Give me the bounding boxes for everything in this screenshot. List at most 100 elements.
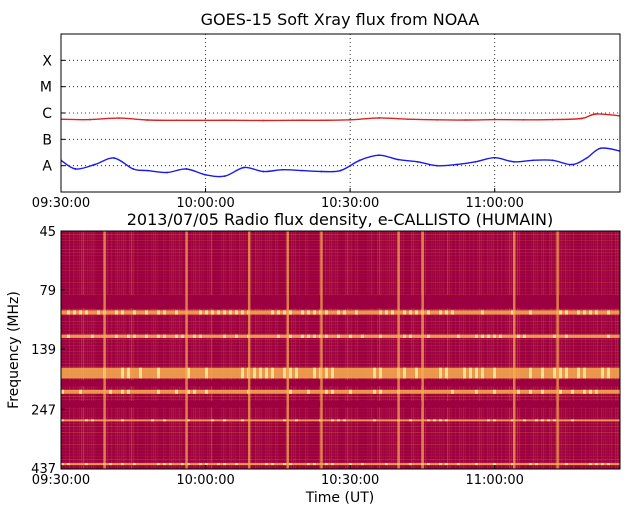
heatmap-band-highlight	[475, 463, 478, 466]
heatmap-band-highlight	[475, 389, 478, 394]
heatmap-texture-column	[535, 231, 537, 469]
heatmap-band-highlight	[583, 310, 586, 315]
heatmap-texture-row	[61, 438, 620, 439]
heatmap-band-highlight	[283, 463, 286, 466]
heatmap-texture-column	[511, 231, 513, 469]
xray-x-tick-label: 09:30:00	[32, 196, 90, 211]
heatmap-band-highlight	[169, 463, 172, 466]
heatmap-texture-row	[61, 450, 620, 451]
heatmap-band-highlight	[349, 334, 352, 338]
xray-data-point	[474, 160, 477, 163]
heatmap-band-highlight	[163, 419, 166, 422]
heatmap-band-highlight	[325, 310, 328, 315]
heatmap-band-highlight	[361, 463, 364, 466]
heatmap-texture-column	[389, 231, 391, 469]
heatmap-band-highlight	[175, 334, 178, 338]
heatmap-time-streak	[286, 231, 289, 469]
heatmap-texture-column	[449, 231, 451, 469]
heatmap-texture-column	[171, 231, 173, 469]
heatmap-texture-column	[611, 231, 613, 469]
heatmap-texture-column	[519, 231, 521, 469]
heatmap-dark-band	[61, 380, 620, 387]
heatmap-band-highlight	[289, 334, 292, 338]
heatmap-texture-row	[61, 258, 620, 259]
heatmap-texture-column	[169, 231, 171, 469]
heatmap-texture-column	[543, 231, 545, 469]
xray-data-point	[522, 118, 525, 121]
heatmap-band-highlight	[307, 334, 310, 338]
heatmap-texture-column	[433, 231, 435, 469]
heatmap-band-highlight	[157, 389, 160, 394]
xray-data-point	[74, 168, 77, 170]
heatmap-texture-row	[61, 309, 620, 310]
heatmap-texture-row	[61, 237, 620, 238]
heatmap-texture-column	[455, 231, 457, 469]
heatmap-texture-row	[61, 387, 620, 388]
heatmap-time-streak	[247, 231, 251, 469]
heatmap-band-highlight	[301, 334, 304, 338]
heatmap-band-highlight	[451, 389, 454, 394]
heatmap-band-highlight	[589, 389, 592, 394]
heatmap-texture-column	[69, 231, 71, 469]
heatmap-band-highlight	[187, 419, 190, 422]
heatmap-texture-column	[233, 231, 235, 469]
heatmap-texture-column	[163, 231, 165, 469]
heatmap-texture-row	[61, 423, 620, 424]
heatmap-texture-row	[61, 366, 620, 367]
heatmap-texture-column	[479, 231, 481, 469]
heatmap-band-highlight	[565, 334, 568, 338]
heatmap-texture-column	[395, 231, 397, 469]
heatmap-texture-column	[411, 231, 413, 469]
heatmap-band-highlight	[337, 334, 340, 338]
xray-data-point	[113, 157, 115, 159]
heatmap-band-highlight	[199, 334, 202, 338]
heatmap-texture-column	[401, 231, 403, 469]
heatmap-texture-column	[255, 231, 257, 469]
heatmap-texture-column	[191, 231, 193, 469]
heatmap-texture-column	[257, 231, 259, 469]
heatmap-time-streak	[103, 231, 106, 469]
heatmap-texture-column	[329, 231, 331, 469]
heatmap-band-highlight	[403, 367, 406, 379]
heatmap-band-highlight	[439, 463, 442, 466]
xray-y-tick-label: M	[40, 80, 52, 96]
heatmap-band-highlight	[523, 419, 526, 422]
radio-x-tick-label: 09:30:00	[32, 473, 90, 488]
heatmap-band-highlight	[445, 367, 448, 379]
heatmap-texture-column	[123, 231, 125, 469]
heatmap-texture-column	[565, 231, 567, 469]
heatmap-texture-column	[325, 231, 327, 469]
heatmap-band-highlight	[439, 310, 442, 315]
heatmap-band-highlight	[331, 367, 334, 379]
heatmap-band-highlight	[607, 310, 610, 315]
heatmap-band-highlight	[121, 463, 124, 466]
heatmap-texture-column	[439, 231, 441, 469]
heatmap-band-highlight	[565, 463, 568, 466]
heatmap-band-highlight	[475, 334, 478, 338]
heatmap-texture-row	[61, 291, 620, 292]
heatmap-time-streak	[421, 231, 424, 469]
heatmap-dark-band	[61, 400, 620, 408]
heatmap-band-highlight	[145, 310, 148, 315]
heatmap-texture-row	[61, 408, 620, 409]
heatmap-texture-row	[61, 255, 620, 256]
heatmap-band-highlight	[223, 310, 226, 315]
heatmap-band-highlight	[325, 367, 328, 379]
xray-data-point	[493, 156, 496, 159]
heatmap-texture-row	[61, 459, 620, 460]
heatmap-texture-column	[75, 231, 77, 469]
heatmap-texture-column	[581, 231, 583, 469]
heatmap-band-highlight	[439, 367, 442, 379]
heatmap-texture-row	[61, 447, 620, 448]
heatmap-texture-row	[61, 354, 620, 355]
xray-data-point	[435, 164, 438, 167]
heatmap-band-highlight	[145, 334, 148, 338]
heatmap-band-highlight	[205, 463, 208, 466]
heatmap-band-highlight	[445, 419, 448, 422]
heatmap-texture-row	[61, 465, 620, 466]
heatmap-band-highlight	[427, 334, 430, 338]
heatmap-texture-column	[181, 231, 183, 469]
heatmap-texture-column	[589, 231, 591, 469]
xray-data-point	[146, 169, 149, 172]
heatmap-band-highlight	[157, 463, 160, 466]
